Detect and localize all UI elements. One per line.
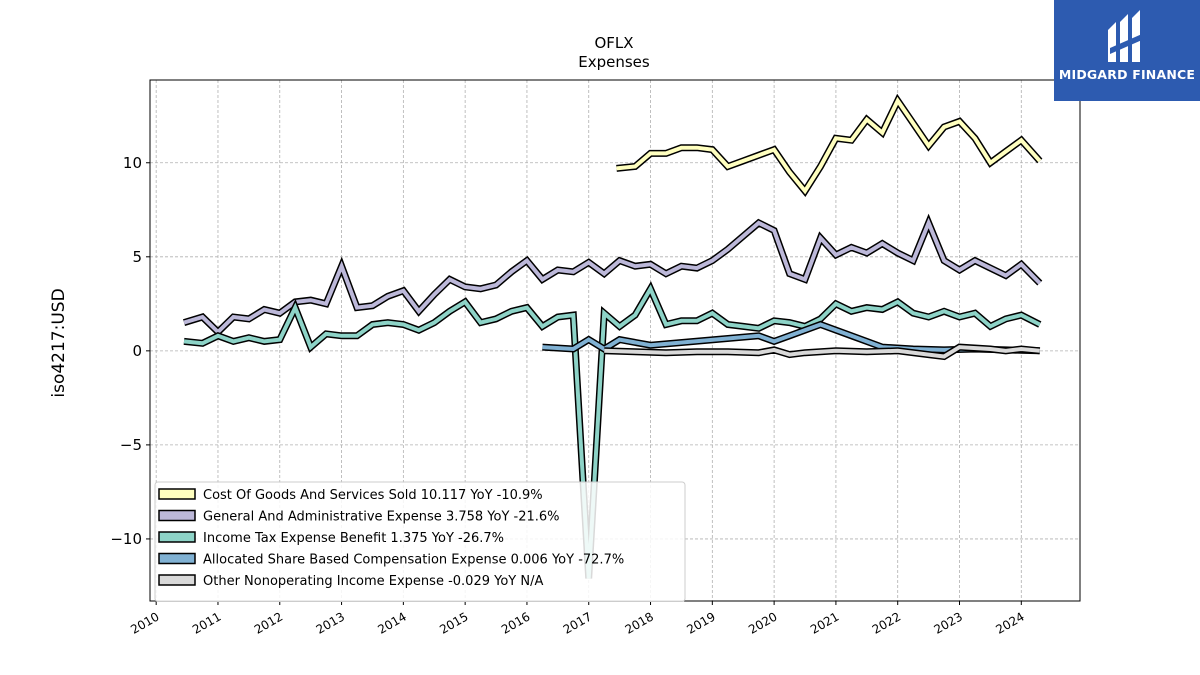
logo-mark-icon [1108,10,1142,62]
y-axis-label: iso4217:USD [49,288,69,397]
y-tick-label: 10 [123,154,142,172]
x-tick-label: 2012 [252,609,285,636]
legend-swatch [158,574,196,586]
legend-swatch [158,531,196,543]
x-tick-label: 2020 [746,609,779,636]
y-tick-label: −5 [120,436,142,454]
series-line-outline [616,93,1043,197]
series-line [183,284,1041,579]
y-tick-label: −10 [110,530,142,548]
legend: Cost Of Goods And Services Sold 10.117 Y… [154,481,686,602]
series-lines [182,93,1043,579]
x-tick-label: 2021 [808,609,841,636]
legend-swatch [158,488,196,500]
x-tick-label: 2015 [437,609,470,636]
x-tick-label: 2013 [314,609,347,636]
chart-subtitle: Expenses [578,53,650,71]
x-tick-label: 2011 [190,609,223,636]
legend-label: Other Nonoperating Income Expense -0.029… [203,574,543,589]
x-tick-label: 2016 [499,609,532,636]
x-tick-label: 2017 [561,609,594,636]
legend-box [154,481,686,602]
logo-text: MIDGARD FINANCE [1058,67,1196,82]
legend-label: General And Administrative Expense 3.758… [203,510,560,525]
x-tick-label: 2018 [623,609,656,636]
legend-label: Income Tax Expense Benefit 1.375 YoY -26… [203,531,504,546]
legend-label: Allocated Share Based Compensation Expen… [203,553,624,568]
x-tick-label: 2019 [684,609,717,636]
series-line [183,217,1042,335]
x-tick-label: 2023 [932,609,965,636]
legend-swatch [158,509,196,522]
y-tick-label: 5 [132,248,142,266]
x-tick-label: 2010 [128,609,161,636]
x-tick-label: 2014 [375,609,408,636]
brand-logo: MIDGARD FINANCE [1054,0,1200,101]
x-tick-label: 2022 [870,609,903,636]
legend-label: Cost Of Goods And Services Sold 10.117 Y… [203,488,543,503]
chart-title: OFLX [594,34,633,52]
legend-swatch [158,552,196,565]
series-line [616,96,1042,195]
x-tick-label: 2024 [993,609,1026,636]
y-tick-label: 0 [132,342,142,360]
series-line [604,345,1040,359]
